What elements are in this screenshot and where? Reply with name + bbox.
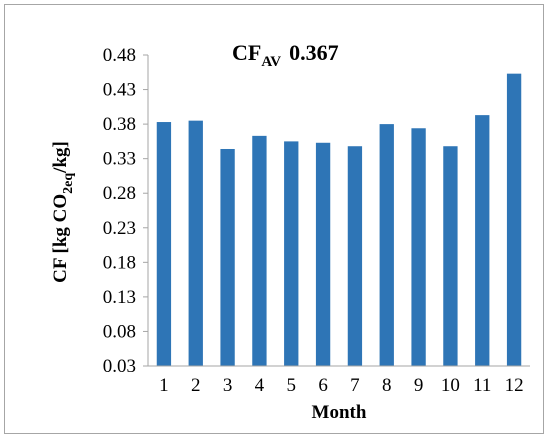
x-tick-label: 9	[414, 375, 424, 396]
bar-month-8	[379, 124, 394, 366]
bar-month-4	[252, 135, 267, 366]
bar-month-1	[156, 122, 172, 366]
x-tick-label: 3	[223, 375, 233, 396]
x-axis-ticks: 1 2 3 4 5 6 7 8 9 10 11 12	[159, 375, 523, 396]
bar-month-3	[220, 148, 235, 366]
x-tick-label: 5	[287, 375, 297, 396]
y-tick-label: 0.28	[103, 183, 136, 204]
x-tick-label: 4	[255, 375, 265, 396]
chart-title-main: CF	[232, 40, 261, 65]
y-axis-ticks: 0.03 0.08 0.13 0.18 0.23 0.28 0.33 0.38 0.43 0.48	[103, 45, 148, 377]
y-tick-label: 0.43	[103, 80, 136, 101]
y-axis-title: CF [kg CO2eq/kg]	[50, 141, 76, 283]
y-tick-label: 0.08	[103, 321, 136, 342]
bar-month-6	[315, 142, 331, 366]
bar-month-7	[347, 146, 363, 366]
bar-month-10	[443, 146, 458, 366]
y-tick-label: 0.33	[103, 149, 136, 170]
x-tick-label: 11	[473, 375, 491, 396]
y-axis-title-prefix: CF [kg CO	[50, 194, 71, 283]
chart-title-value: 0.367	[289, 40, 339, 65]
y-tick-label: 0.48	[103, 45, 136, 66]
chart-title: CFAV 0.367	[232, 40, 339, 70]
y-tick-label: 0.23	[103, 218, 136, 239]
x-tick-label: 7	[350, 375, 360, 396]
bar-month-2	[188, 120, 203, 367]
y-tick-label: 0.03	[103, 356, 136, 377]
bar-month-12	[506, 73, 522, 366]
x-tick-label: 1	[159, 375, 169, 396]
x-tick-label: 6	[318, 375, 328, 396]
x-axis-title: Month	[312, 402, 367, 423]
bar-month-9	[411, 128, 426, 366]
y-tick-label: 0.13	[103, 287, 136, 308]
y-axis-title-suffix: /kg]	[50, 141, 71, 174]
y-tick-label: 0.38	[103, 114, 136, 135]
x-tick-label: 10	[441, 375, 460, 396]
bars	[156, 73, 522, 367]
y-axis-title-sub: 2eq	[61, 173, 76, 194]
x-tick-label: 8	[382, 375, 392, 396]
bar-month-11	[475, 115, 490, 366]
x-tick-label: 2	[191, 375, 201, 396]
chart-title-sub: AV	[261, 54, 281, 70]
x-tick-label: 12	[505, 375, 524, 396]
y-tick-label: 0.18	[103, 252, 136, 273]
bar-month-5	[284, 141, 299, 366]
